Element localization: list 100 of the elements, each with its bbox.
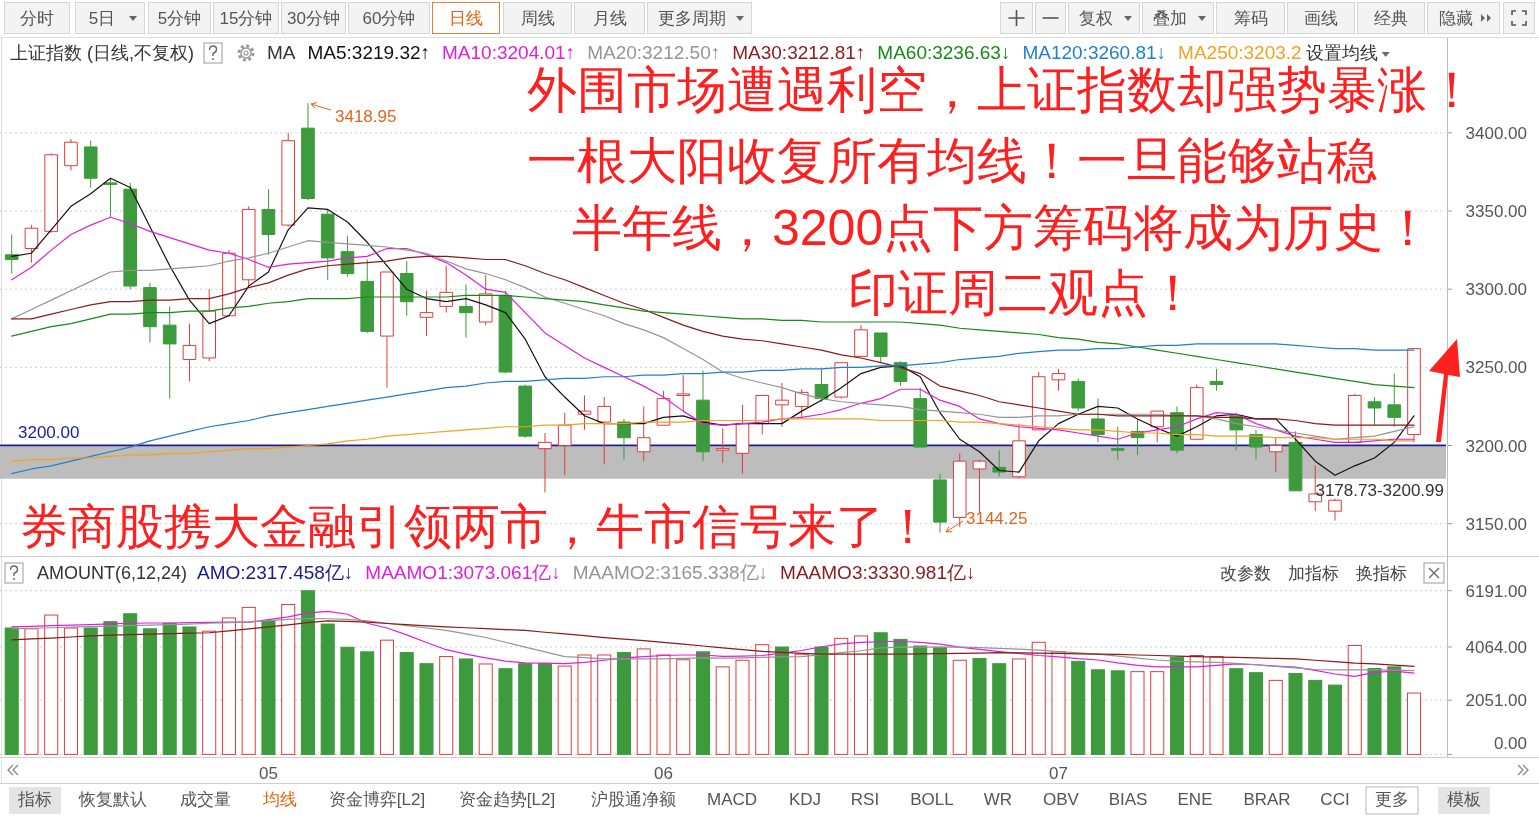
text: MACD bbox=[706, 790, 758, 809]
y-tick-label: 2051.00 bbox=[1465, 691, 1527, 711]
candlestick bbox=[103, 177, 118, 218]
annotation: 3144.25 bbox=[966, 509, 1028, 528]
text: 复权 bbox=[1079, 9, 1113, 28]
line-series bbox=[11, 418, 1415, 462]
text: BOLL bbox=[910, 790, 954, 809]
series-label: MAAMO1:3073.061亿↓ bbox=[365, 562, 561, 583]
candlestick bbox=[1031, 371, 1046, 431]
text: BRAR bbox=[1243, 790, 1291, 809]
text: MA10:3204.01↑ bbox=[442, 42, 576, 63]
annotation: 3418.95 bbox=[335, 107, 397, 126]
text: 成交量 bbox=[179, 790, 231, 809]
candlestick bbox=[380, 271, 394, 389]
chart-title: 上证指数 (日线,不复权) bbox=[10, 43, 194, 63]
text: 恢复默认 bbox=[78, 790, 147, 809]
text: 筹码 bbox=[1233, 9, 1268, 28]
line-series bbox=[11, 343, 1415, 475]
annotation: 券商股携大金融引领两市，牛市信号来了！ bbox=[20, 500, 932, 553]
text: 隐藏 bbox=[1438, 9, 1473, 28]
candlestick bbox=[518, 384, 533, 439]
text: WR bbox=[983, 790, 1013, 809]
x-tick-label: 06 bbox=[654, 764, 673, 783]
text: MAAMO3:3330.981亿↓ bbox=[780, 562, 976, 583]
text: 沪股通净额 bbox=[590, 790, 676, 809]
candlestick bbox=[676, 374, 691, 412]
text: BIAS bbox=[1108, 790, 1148, 809]
text: CCI bbox=[1320, 790, 1350, 809]
y-tick-label: 3200.00 bbox=[1465, 436, 1527, 456]
text: 资金博弈[L2] bbox=[328, 790, 426, 809]
candlestick bbox=[1110, 426, 1125, 461]
text: 15分钟 bbox=[219, 9, 273, 28]
band-label: 3178.73-3200.99 bbox=[1315, 480, 1444, 500]
text: 更多 bbox=[1375, 790, 1409, 809]
text: 分时 bbox=[20, 9, 54, 28]
text: 月线 bbox=[592, 9, 627, 28]
text: 日线 bbox=[449, 9, 483, 28]
y-tick-label: 0.00 bbox=[1493, 734, 1527, 753]
candlestick bbox=[1288, 430, 1303, 492]
text: 指标 bbox=[17, 790, 52, 809]
text: 均线 bbox=[262, 790, 297, 809]
candlestick bbox=[1012, 423, 1026, 479]
y-tick-label: 6191.00 bbox=[1465, 581, 1527, 601]
candlestick bbox=[577, 394, 592, 431]
x-tick-label: 07 bbox=[1049, 764, 1068, 783]
y-tick-label: 3350.00 bbox=[1465, 202, 1527, 222]
candlestick bbox=[301, 102, 315, 201]
candlestick bbox=[1407, 348, 1421, 443]
candlestick bbox=[1051, 368, 1066, 392]
text: MAAMO2:3165.338亿↓ bbox=[572, 562, 769, 583]
candlestick bbox=[478, 274, 493, 326]
candlestick bbox=[696, 369, 710, 462]
candlestick bbox=[241, 205, 256, 287]
candlestick bbox=[64, 138, 78, 171]
y-tick-label: 3300.00 bbox=[1465, 280, 1527, 300]
candlestick bbox=[498, 290, 513, 375]
candlestick bbox=[1268, 437, 1283, 473]
candlestick bbox=[1209, 368, 1224, 392]
text: 5日 bbox=[88, 9, 116, 28]
candlestick bbox=[1071, 377, 1086, 412]
candlestick bbox=[794, 388, 809, 418]
text: MA30:3212.81↑ bbox=[732, 42, 866, 63]
candlestick bbox=[972, 459, 987, 514]
text: KDJ bbox=[788, 790, 822, 809]
y-tick-label: 4064.00 bbox=[1465, 637, 1527, 657]
text: 换指标 bbox=[1355, 564, 1407, 583]
ref-line-label: 3200.00 bbox=[18, 422, 80, 442]
annotation: 一根大阳收复所有均线！一旦能够站稳 bbox=[527, 133, 1377, 189]
candlestick bbox=[557, 412, 572, 476]
text: MA20:3212.50↑ bbox=[587, 42, 721, 63]
text: ENE bbox=[1177, 790, 1213, 809]
candlestick bbox=[1387, 373, 1402, 428]
candlestick bbox=[834, 362, 849, 400]
candlestick bbox=[360, 258, 375, 334]
candlestick bbox=[873, 332, 888, 364]
annotation: 印证周二观点！ bbox=[848, 265, 1198, 321]
annotation: 设置均线 bbox=[1305, 43, 1378, 63]
candlestick bbox=[814, 368, 829, 403]
annotation: 半年线，3200点下方筹码将成为历史！ bbox=[572, 200, 1434, 256]
text: 加指标 bbox=[1287, 564, 1339, 583]
text: RSI bbox=[850, 790, 880, 809]
text: 改参数 bbox=[1219, 564, 1271, 583]
candlestick bbox=[617, 418, 631, 461]
text: 画线 bbox=[1304, 9, 1338, 28]
chart-subtitle: AMO:2317.458亿↓ bbox=[197, 562, 354, 583]
annotation: 外围市场遭遇利空，上证指数却强势暴涨！ bbox=[527, 62, 1477, 118]
candlestick bbox=[1347, 393, 1362, 443]
y-tick-label: 3250.00 bbox=[1465, 358, 1527, 378]
candlestick bbox=[597, 396, 612, 465]
candlestick bbox=[636, 405, 651, 462]
candlestick bbox=[143, 282, 157, 343]
text: 更多周期 bbox=[657, 9, 726, 28]
candlestick bbox=[933, 473, 947, 534]
candlestick bbox=[162, 305, 177, 400]
text: OBV bbox=[1043, 790, 1080, 809]
text: MA250:3203.2 bbox=[1178, 42, 1302, 63]
candlestick bbox=[952, 452, 967, 528]
text: MA5:3219.32↑ bbox=[307, 42, 431, 63]
candlestick bbox=[459, 283, 473, 339]
candlestick bbox=[44, 152, 59, 234]
